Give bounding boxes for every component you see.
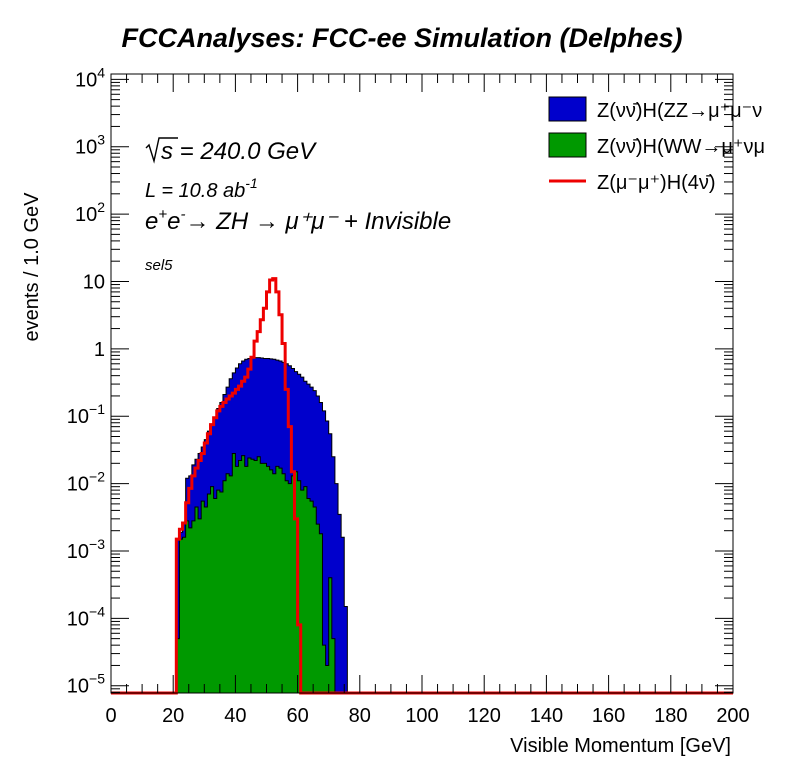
sqrt-sign-icon [145,137,178,164]
y-tick-label: 10−3 [67,536,105,563]
annotation-block: s = 240.0 GeV L = 10.8 ab-1 e+e-→ ZH → μ… [145,137,451,274]
series-2 [111,277,733,695]
legend: Z(νν̄)H(ZZ→μ⁺μ⁻ν Z(νν̄)H(WW→μ⁺νμ Z(μ⁻μ⁺)… [548,96,765,194]
y-tick-label: 102 [75,199,105,226]
y-tick-label: 10 [83,271,105,293]
chart-title: FCCAnalyses: FCC-ee Simulation (Delphes) [121,23,682,53]
legend-swatch-ww [548,132,587,158]
y-tick-base: 10 [83,271,105,293]
x-tick-label: 20 [162,705,184,727]
y-tick-base: 10 [75,204,97,226]
sqrt-s-annotation: s = 240.0 GeV [145,137,317,165]
legend-label-zz: Z(νν̄)H(ZZ→μ⁺μ⁻ν [597,100,762,122]
y-tick-base: 10 [75,137,97,159]
y-tick-exponent: −5 [89,671,105,687]
process-annotation: e+e-→ ZH → μ⁺μ⁻ + Invisible [145,206,451,235]
x-tick-label: 80 [349,705,371,727]
y-tick-label: 10−1 [67,401,105,428]
y-tick-label: 10−4 [67,603,105,630]
y-axis-label: events / 1.0 GeV [21,192,43,342]
legend-label-signal: Z(μ⁻μ⁺)H(4ν̄) [597,172,716,194]
y-tick-label: 103 [75,132,105,159]
histogram-layer [111,277,733,695]
y-tick-base: 10 [67,474,89,496]
lumi-text: L = 10.8 ab [145,180,245,202]
process-text: → ZH → μ⁺μ⁻ + Invisible [185,208,451,235]
x-tick-label: 160 [592,705,625,727]
y-tick-base: 10 [75,69,97,91]
y-tick-label: 10−5 [67,671,105,698]
x-tick-label: 180 [654,705,687,727]
y-tick-label: 10−2 [67,469,105,496]
tick-layer: 0 20 40 60 80 100 120 140 160 180 2001041031021011… [67,64,750,727]
x-tick-label: 100 [405,705,438,727]
y-tick-base: 1 [94,339,105,361]
y-tick-exponent: 3 [97,132,105,148]
y-tick-exponent: 2 [97,199,105,215]
y-tick-exponent: 4 [97,64,105,80]
y-tick-base: 10 [67,406,89,428]
x-tick-label: 200 [716,705,749,727]
y-tick-base: 10 [67,608,89,630]
lumi-exponent: -1 [245,175,257,191]
legend-swatch-zz [548,96,587,122]
y-tick-exponent: −1 [89,401,105,417]
y-tick-exponent: −2 [89,469,105,485]
x-tick-label: 140 [530,705,563,727]
lumi-annotation: L = 10.8 ab-1 [145,175,258,202]
legend-label-ww: Z(νν̄)H(WW→μ⁺νμ [597,136,765,158]
sqrt-s-text: s = 240.0 GeV [161,138,317,165]
x-tick-label: 120 [468,705,501,727]
x-axis-label: Visible Momentum [GeV] [510,735,731,757]
y-tick-base: 10 [67,541,89,563]
y-tick-label: 104 [75,64,105,91]
y-tick-label: 1 [94,339,105,361]
selection-label: sel5 [145,257,173,274]
y-tick-exponent: −3 [89,536,105,552]
x-tick-label: 60 [286,705,308,727]
y-tick-exponent: −4 [89,603,105,619]
x-tick-label: 0 [105,705,116,727]
y-tick-base: 10 [67,676,89,698]
series-2-line [111,277,733,695]
x-tick-label: 40 [224,705,246,727]
